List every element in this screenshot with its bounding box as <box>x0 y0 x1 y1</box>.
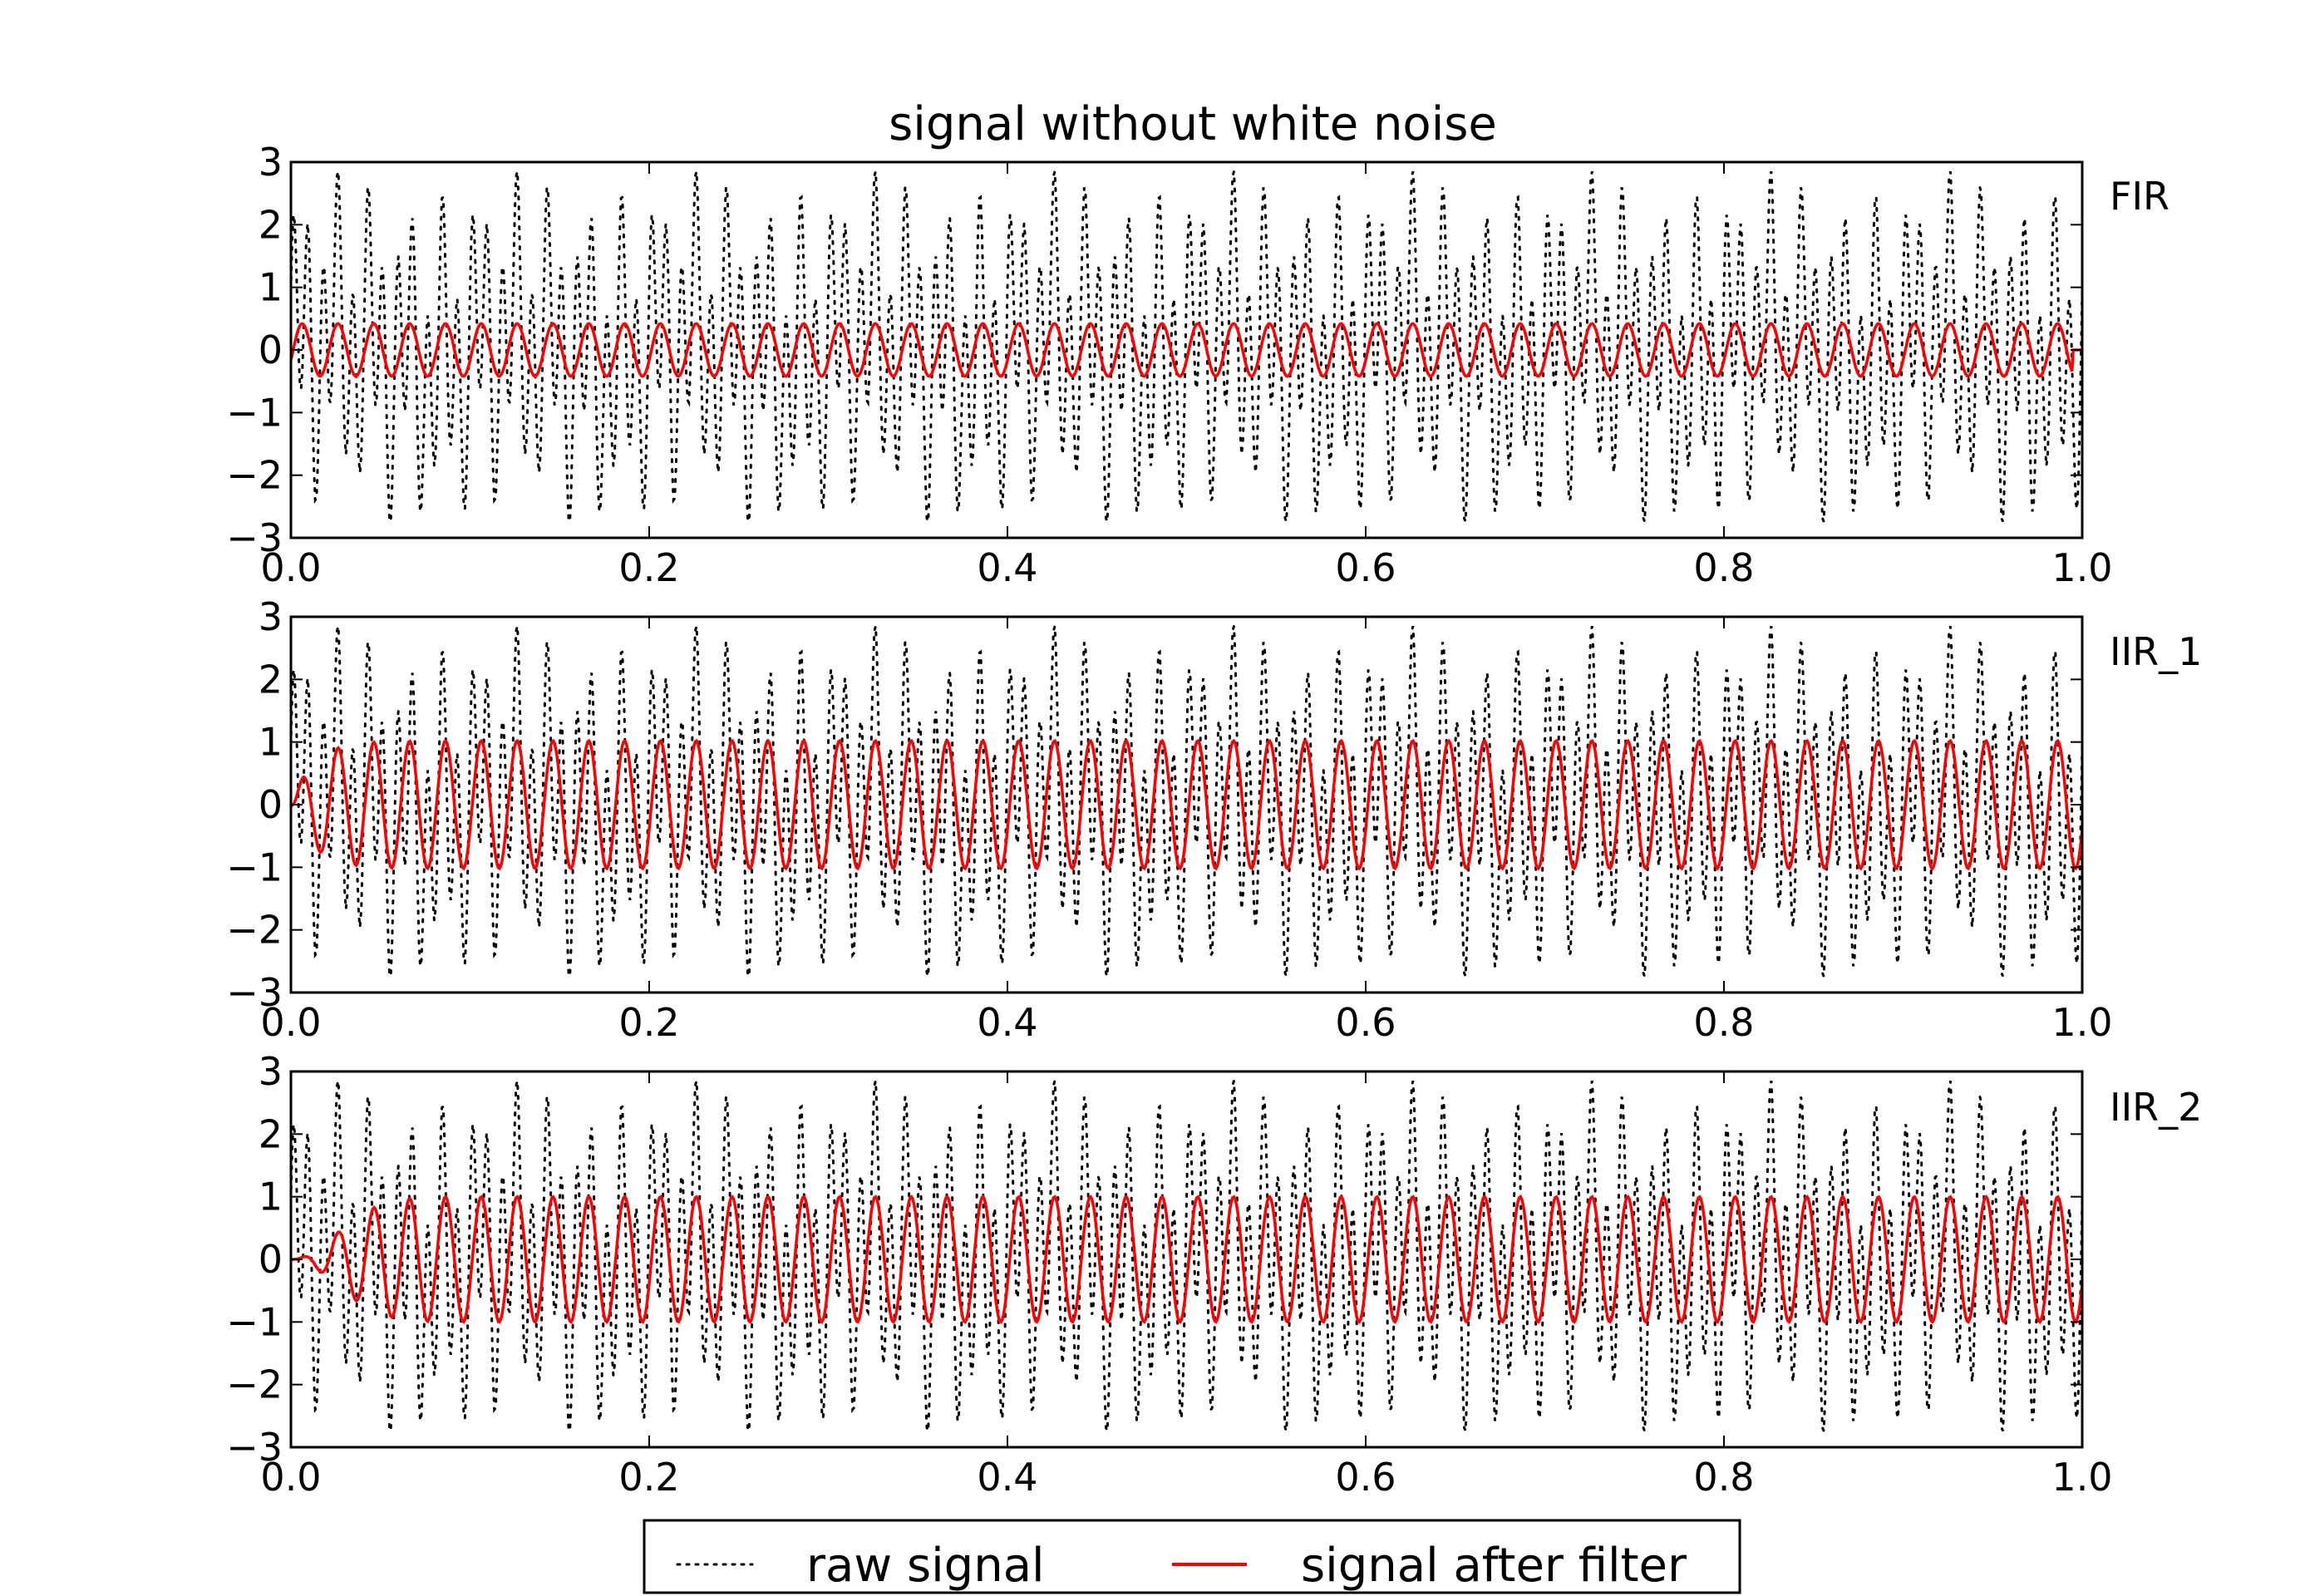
plot-frame-0 <box>289 160 2084 539</box>
x-tick-label-0-0: 0.0 <box>260 545 321 590</box>
raw-signal-line-2 <box>291 1080 2082 1431</box>
panel-label-fir: FIR <box>2110 174 2169 219</box>
x-tick-label-1-2: 0.4 <box>977 1000 1037 1045</box>
y-tick-label-0-5: 2 <box>259 202 283 247</box>
panel-iir-1: IIR_1 −3 −2 −1 0 1 2 3 0.0 0.2 0.4 0.6 0.8 1.0 <box>226 594 2202 1045</box>
legend: raw signal signal after filter <box>643 1519 1741 1594</box>
x-tick-label-1-1: 0.2 <box>618 1000 679 1045</box>
y-tick-label-2-1: −2 <box>226 1362 283 1407</box>
x-tick-label-0-2: 0.4 <box>977 545 1037 590</box>
y-tick-label-0-6: 3 <box>259 140 283 185</box>
x-tick-label-2-3: 0.6 <box>1335 1455 1396 1500</box>
x-tick-label-0-3: 0.6 <box>1335 545 1396 590</box>
raw-signal-line-1 <box>291 625 2082 977</box>
x-tick-label-2-5: 1.0 <box>2051 1455 2112 1500</box>
y-tick-label-1-2: −1 <box>226 845 283 889</box>
x-tick-label-0-1: 0.2 <box>618 545 679 590</box>
y-tick-label-1-1: −2 <box>226 908 283 953</box>
x-tick-label-1-5: 1.0 <box>2051 1000 2112 1045</box>
legend-raw-label: raw signal <box>806 1539 1045 1593</box>
x-tick-label-2-0: 0.0 <box>260 1455 321 1500</box>
x-tick-label-1-0: 0.0 <box>260 1000 321 1045</box>
x-tick-label-0-4: 0.8 <box>1693 545 1754 590</box>
y-tick-label-0-4: 1 <box>259 265 283 310</box>
panel-label-iir-1: IIR_1 <box>2110 629 2202 674</box>
y-tick-label-1-3: 0 <box>259 782 283 827</box>
y-tick-label-2-3: 0 <box>259 1237 283 1282</box>
panel-fir: FIR −3 −2 −1 0 1 2 3 0.0 0.2 0.4 0.6 0.8 1.0 <box>226 140 2169 590</box>
legend-filtered-label: signal after filter <box>1301 1539 1687 1593</box>
panel-label-iir-2: IIR_2 <box>2110 1085 2202 1130</box>
y-tick-label-1-6: 3 <box>259 594 283 639</box>
raw-signal-line-0 <box>291 170 2082 522</box>
x-tick-label-2-4: 0.8 <box>1693 1455 1754 1500</box>
plot-frame-1 <box>289 615 2084 994</box>
filtered-signal-line-0 <box>291 322 2082 378</box>
legend-frame <box>643 1519 1741 1594</box>
y-tick-label-2-2: −1 <box>226 1299 283 1344</box>
panel-iir-2: IIR_2 −3 −2 −1 0 1 2 3 0.0 0.2 0.4 0.6 0.8 1.0 <box>226 1049 2202 1500</box>
x-tick-label-1-4: 0.8 <box>1693 1000 1754 1045</box>
chart-title: signal without white noise <box>889 97 1497 151</box>
x-tick-label-2-1: 0.2 <box>618 1455 679 1500</box>
y-tick-label-1-4: 1 <box>259 720 283 765</box>
y-tick-label-0-3: 0 <box>259 328 283 372</box>
y-tick-label-0-0: −3 <box>226 515 283 560</box>
y-tick-label-2-0: −3 <box>226 1425 283 1470</box>
filtered-signal-line-1 <box>291 738 2082 871</box>
y-tick-label-0-1: −2 <box>226 453 283 498</box>
filtered-signal-line-2 <box>291 1195 2082 1324</box>
x-tick-label-1-3: 0.6 <box>1335 1000 1396 1045</box>
plot-frame-2 <box>289 1070 2084 1449</box>
y-tick-label-1-5: 2 <box>259 657 283 702</box>
x-tick-label-2-2: 0.4 <box>977 1455 1037 1500</box>
y-tick-label-2-4: 1 <box>259 1175 283 1219</box>
y-tick-label-2-5: 2 <box>259 1111 283 1156</box>
x-tick-label-0-5: 1.0 <box>2051 545 2112 590</box>
y-tick-label-2-6: 3 <box>259 1049 283 1094</box>
y-tick-label-0-2: −1 <box>226 390 283 435</box>
y-tick-label-1-0: −3 <box>226 970 283 1015</box>
